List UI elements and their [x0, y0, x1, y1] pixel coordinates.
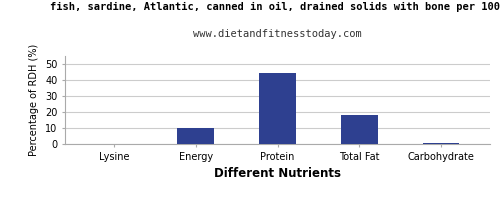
Bar — [178, 128, 214, 144]
Title: www.dietandfitnesstoday.com: www.dietandfitnesstoday.com — [193, 29, 362, 39]
Bar — [422, 143, 460, 144]
Bar — [259, 73, 296, 144]
X-axis label: Different Nutrients: Different Nutrients — [214, 167, 341, 180]
Y-axis label: Percentage of RDH (%): Percentage of RDH (%) — [30, 44, 40, 156]
Bar — [341, 115, 378, 144]
Text: fish, sardine, Atlantic, canned in oil, drained solids with bone per 100: fish, sardine, Atlantic, canned in oil, … — [50, 2, 500, 12]
